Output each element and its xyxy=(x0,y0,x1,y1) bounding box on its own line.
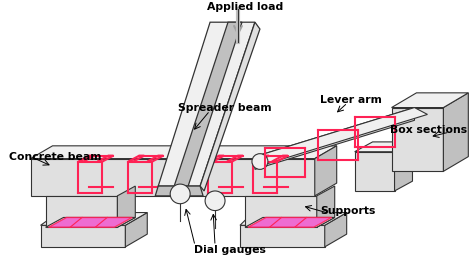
Polygon shape xyxy=(248,217,332,227)
Polygon shape xyxy=(41,225,125,247)
Text: Applied load: Applied load xyxy=(207,3,283,13)
Text: Lever arm: Lever arm xyxy=(320,95,382,105)
Polygon shape xyxy=(355,142,412,152)
Polygon shape xyxy=(118,186,135,227)
Circle shape xyxy=(170,184,190,204)
Polygon shape xyxy=(31,158,315,196)
Polygon shape xyxy=(255,108,428,163)
Polygon shape xyxy=(46,217,135,227)
Circle shape xyxy=(205,191,225,210)
Polygon shape xyxy=(392,93,468,108)
Text: Supports: Supports xyxy=(320,206,375,215)
Polygon shape xyxy=(355,152,394,191)
Text: Box sections: Box sections xyxy=(390,125,467,135)
Polygon shape xyxy=(317,186,335,227)
Polygon shape xyxy=(315,146,337,196)
Polygon shape xyxy=(392,108,443,171)
Text: Spreader beam: Spreader beam xyxy=(178,103,272,113)
Polygon shape xyxy=(325,213,346,247)
Polygon shape xyxy=(394,142,412,191)
Polygon shape xyxy=(48,217,132,227)
Polygon shape xyxy=(443,93,468,171)
Polygon shape xyxy=(31,146,337,158)
Polygon shape xyxy=(46,196,118,227)
Polygon shape xyxy=(245,196,317,227)
Polygon shape xyxy=(240,213,346,225)
Polygon shape xyxy=(174,22,242,186)
Text: Dial gauges: Dial gauges xyxy=(194,245,266,255)
Polygon shape xyxy=(125,213,147,247)
Text: Concrete beam: Concrete beam xyxy=(9,152,101,162)
Polygon shape xyxy=(255,108,414,169)
Polygon shape xyxy=(155,186,203,196)
Polygon shape xyxy=(240,225,325,247)
Polygon shape xyxy=(200,22,260,191)
Polygon shape xyxy=(245,217,335,227)
Circle shape xyxy=(252,154,268,169)
Polygon shape xyxy=(41,213,147,225)
Polygon shape xyxy=(158,22,255,186)
